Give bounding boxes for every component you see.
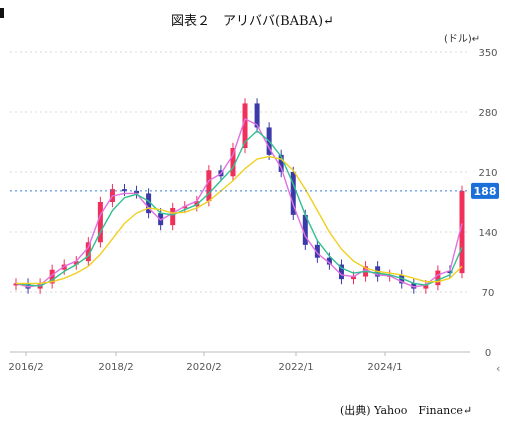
grid bbox=[10, 51, 470, 353]
candle-body bbox=[146, 193, 152, 214]
candle-body bbox=[338, 264, 344, 280]
candle-body bbox=[399, 274, 405, 284]
chart-title: 図表２ アリババ(BABA)↵ bbox=[171, 14, 334, 29]
candle-body bbox=[25, 283, 31, 289]
candle-body bbox=[278, 154, 284, 172]
x-tick-label: 2016/2 bbox=[8, 362, 43, 373]
last-price-label: 188 bbox=[474, 185, 497, 198]
candle-body bbox=[206, 170, 212, 202]
last-price-badge bbox=[471, 182, 499, 199]
y-tick-label: 70 bbox=[482, 288, 495, 299]
candle-body bbox=[97, 202, 103, 243]
x-tick-label: 2024/1 bbox=[367, 362, 402, 373]
moving-average-short bbox=[15, 118, 463, 288]
candle-body bbox=[49, 269, 55, 284]
candle-body bbox=[85, 242, 91, 262]
candle-body bbox=[447, 270, 453, 274]
last-price-marker: 188 bbox=[10, 182, 499, 199]
candle-body bbox=[459, 190, 465, 274]
candle-body bbox=[302, 214, 308, 245]
candle-body bbox=[423, 285, 429, 289]
y-tick-label: 350 bbox=[478, 48, 497, 59]
source-note: (出典) Yahoo Finance↵ bbox=[340, 404, 473, 417]
y-tick-label: 0 bbox=[485, 348, 491, 359]
candle-body bbox=[290, 172, 296, 215]
y-tick-label: 210 bbox=[478, 168, 497, 179]
candle-body bbox=[435, 270, 441, 286]
y-axis: 0 70 140 210 280 350 bbox=[478, 48, 497, 359]
x-tick-label: 2022/1 bbox=[278, 362, 313, 373]
candle-body bbox=[351, 276, 357, 280]
candlesticks bbox=[13, 98, 465, 294]
candle-body bbox=[230, 148, 236, 177]
candle-body bbox=[13, 283, 19, 286]
candle-body bbox=[134, 190, 140, 194]
candle-body bbox=[182, 206, 188, 209]
y-axis-unit-label: (ドル)↵ bbox=[444, 34, 481, 45]
y-tick-label: 280 bbox=[478, 108, 497, 119]
moving-averages bbox=[15, 118, 463, 288]
candle-body bbox=[314, 244, 320, 258]
corner-mark bbox=[0, 8, 4, 18]
x-axis: 2016/2 2018/2 2020/2 2022/1 2024/1 bbox=[8, 352, 403, 373]
candle-body bbox=[121, 189, 127, 192]
scroll-left-icon[interactable]: ‹ bbox=[496, 362, 501, 375]
x-tick-label: 2020/2 bbox=[186, 362, 221, 373]
candle-body bbox=[254, 103, 260, 128]
moving-average-long bbox=[16, 155, 463, 285]
candle-body bbox=[411, 283, 417, 289]
x-tick-label: 2018/2 bbox=[98, 362, 133, 373]
y-tick-label: 140 bbox=[478, 228, 497, 239]
candle-body bbox=[73, 261, 79, 265]
moving-average-mid bbox=[15, 130, 463, 287]
candle-body bbox=[242, 103, 248, 148]
candle-body bbox=[326, 257, 332, 265]
candle-body bbox=[170, 208, 176, 226]
